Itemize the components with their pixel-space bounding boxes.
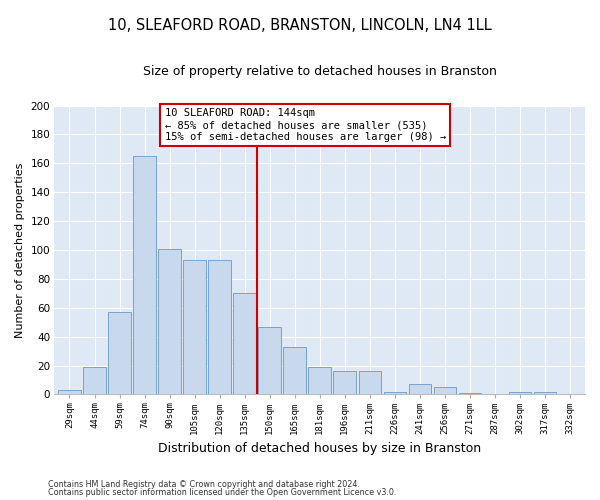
Bar (58, 390, 81, 394)
Bar (83, 367, 106, 394)
Bar (458, 393, 481, 394)
Bar (158, 248, 181, 394)
Bar (509, 392, 531, 394)
Y-axis label: Number of detached properties: Number of detached properties (15, 162, 25, 338)
Bar (308, 367, 331, 394)
Bar (533, 392, 556, 394)
Bar (184, 260, 206, 394)
X-axis label: Distribution of detached houses by size in Branston: Distribution of detached houses by size … (158, 442, 481, 455)
Bar (259, 326, 281, 394)
Bar (133, 156, 156, 394)
Bar (383, 392, 406, 394)
Text: Contains HM Land Registry data © Crown copyright and database right 2024.: Contains HM Land Registry data © Crown c… (48, 480, 360, 489)
Bar (283, 347, 306, 395)
Text: 10, SLEAFORD ROAD, BRANSTON, LINCOLN, LN4 1LL: 10, SLEAFORD ROAD, BRANSTON, LINCOLN, LN… (108, 18, 492, 32)
Bar (334, 372, 356, 394)
Bar (434, 387, 456, 394)
Text: 10 SLEAFORD ROAD: 144sqm
← 85% of detached houses are smaller (535)
15% of semi-: 10 SLEAFORD ROAD: 144sqm ← 85% of detach… (164, 108, 446, 142)
Bar (233, 294, 256, 394)
Bar (208, 260, 231, 394)
Bar (409, 384, 431, 394)
Bar (359, 372, 381, 394)
Bar (108, 312, 131, 394)
Title: Size of property relative to detached houses in Branston: Size of property relative to detached ho… (143, 65, 497, 78)
Text: Contains public sector information licensed under the Open Government Licence v3: Contains public sector information licen… (48, 488, 397, 497)
